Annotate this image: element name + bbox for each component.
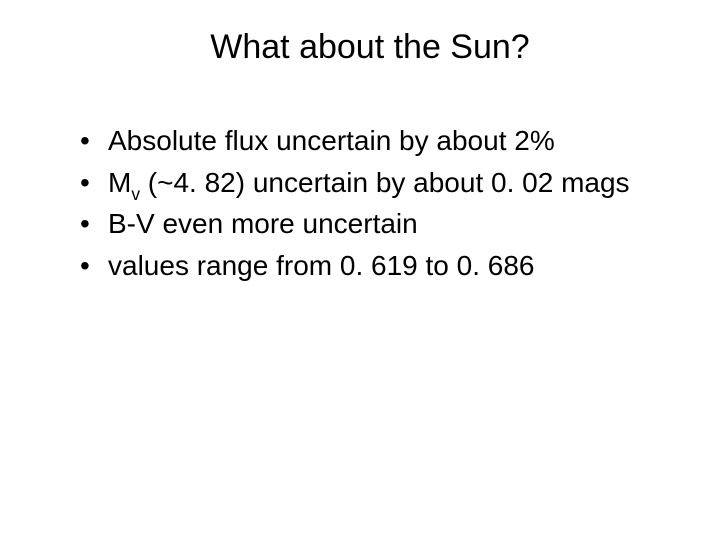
list-item: Mv (~4. 82) uncertain by about 0. 02 mag…: [80, 165, 660, 205]
bullet-text: B-V even more uncertain: [108, 208, 418, 239]
bullet-text-post: (~4. 82) uncertain by about 0. 02 mags: [140, 167, 630, 198]
list-item: Absolute flux uncertain by about 2%: [80, 123, 660, 163]
bullet-text: values range from 0. 619 to 0. 686: [108, 250, 535, 281]
bullet-text: Absolute flux uncertain by about 2%: [108, 125, 555, 156]
list-item: values range from 0. 619 to 0. 686: [80, 248, 660, 288]
bullet-subscript: v: [131, 184, 140, 204]
slide-title: What about the Sun?: [80, 28, 660, 67]
bullet-list: Absolute flux uncertain by about 2% Mv (…: [80, 123, 660, 287]
list-item: B-V even more uncertain: [80, 206, 660, 246]
bullet-text: M: [108, 167, 131, 198]
slide: What about the Sun? Absolute flux uncert…: [0, 0, 720, 540]
